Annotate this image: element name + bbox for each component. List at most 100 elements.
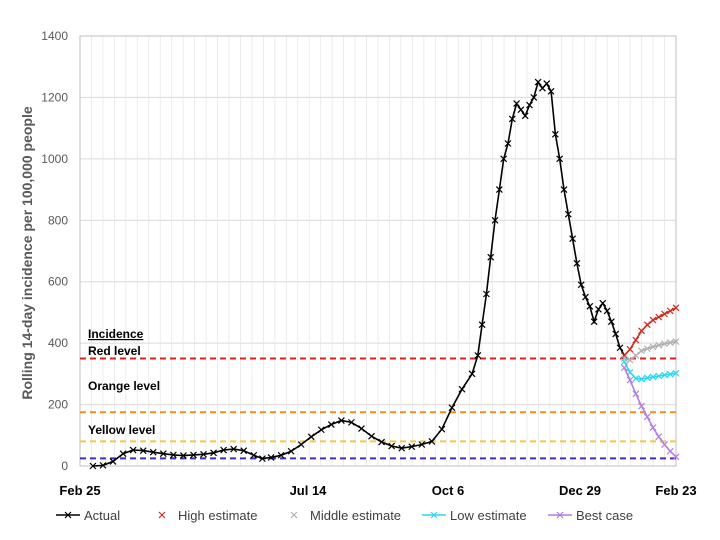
series-point xyxy=(649,316,657,324)
series-point xyxy=(408,443,416,451)
series-point xyxy=(626,376,634,384)
series-point xyxy=(487,253,495,261)
series-point xyxy=(368,432,375,440)
series-point xyxy=(666,339,674,346)
series-point xyxy=(620,352,628,359)
y-tick-label: 1200 xyxy=(41,90,68,104)
series-point xyxy=(526,101,533,109)
series-point xyxy=(159,450,167,458)
series-point xyxy=(655,313,663,321)
annotation-red-level: Red level xyxy=(88,344,141,358)
series-point xyxy=(474,352,482,359)
series-point xyxy=(672,453,680,461)
series-point xyxy=(620,355,628,362)
series-point xyxy=(468,370,476,378)
series-point xyxy=(620,364,628,372)
series-point xyxy=(672,369,680,377)
series-point xyxy=(672,304,680,312)
x-tick-label: Feb 25 xyxy=(59,483,100,498)
series-line xyxy=(92,80,625,467)
x-tick-label: Feb 23 xyxy=(655,483,696,498)
y-tick-label: 200 xyxy=(48,398,68,412)
legend-item: Middle estimate xyxy=(290,508,401,523)
series-point xyxy=(508,115,516,123)
series-point xyxy=(595,305,602,313)
series-point xyxy=(428,438,436,445)
y-tick-label: 800 xyxy=(48,213,68,227)
series-point xyxy=(348,418,355,426)
legend: Actual High estimate Middle estimate Low es… xyxy=(56,508,633,523)
series-point xyxy=(327,421,335,428)
series-point xyxy=(240,447,248,455)
series-point xyxy=(109,457,117,465)
series-point xyxy=(666,307,674,315)
series-point xyxy=(478,321,486,329)
plot-border xyxy=(79,35,677,467)
series-point xyxy=(556,155,564,163)
series-point xyxy=(586,302,594,310)
series-point xyxy=(230,445,238,453)
series-point xyxy=(458,385,466,393)
series-point xyxy=(632,390,640,398)
series-point xyxy=(358,425,365,432)
series-point xyxy=(620,358,628,365)
series-point xyxy=(378,438,386,446)
legend-item: Low estimate xyxy=(422,508,527,523)
series-point xyxy=(632,352,640,359)
series-point xyxy=(626,345,634,353)
series-point xyxy=(504,140,512,147)
series-point xyxy=(89,462,97,470)
series-point xyxy=(655,433,663,441)
annotation-yellow-level: Yellow level xyxy=(88,423,155,437)
series-point xyxy=(534,78,542,86)
series-point xyxy=(577,281,585,289)
series-point xyxy=(287,447,295,455)
series-point xyxy=(573,259,581,267)
series-point xyxy=(638,375,645,383)
series-point xyxy=(149,448,157,456)
series-point xyxy=(307,433,315,441)
series-point xyxy=(129,446,137,454)
series-point xyxy=(649,373,657,381)
y-tick-label: 600 xyxy=(48,275,68,289)
series-point xyxy=(418,441,426,448)
legend-item: High estimate xyxy=(158,508,257,523)
legend-label: High estimate xyxy=(178,508,257,523)
series-point xyxy=(632,375,640,382)
series-point xyxy=(666,447,674,455)
x-tick-label: Dec 29 xyxy=(559,483,601,498)
series-group xyxy=(89,78,680,470)
legend-label: Best case xyxy=(576,508,633,523)
series-point xyxy=(297,441,305,448)
y-tick-label: 400 xyxy=(48,336,68,350)
y-tick-label: 1400 xyxy=(41,29,68,43)
grid-lines xyxy=(79,35,677,467)
series-point xyxy=(267,453,275,461)
y-axis-label: Rolling 14-day incidence per 100,000 peo… xyxy=(19,106,35,400)
legend-label: Low estimate xyxy=(450,508,527,523)
series-point xyxy=(337,417,345,424)
series-point xyxy=(661,441,668,448)
series-point xyxy=(139,447,147,455)
series-point xyxy=(317,426,325,434)
series-point xyxy=(649,343,657,351)
series-point xyxy=(495,186,503,193)
series-point xyxy=(626,356,634,364)
annotation-incidence: Incidence xyxy=(88,327,144,341)
series-point xyxy=(220,446,228,454)
x-tick-label: Jul 14 xyxy=(290,483,328,498)
series-point xyxy=(200,450,207,458)
series-point xyxy=(483,290,490,298)
series-point xyxy=(388,442,396,450)
series-point xyxy=(513,100,521,107)
series-point xyxy=(599,299,607,307)
series-point xyxy=(530,94,538,101)
series-point xyxy=(655,372,663,380)
series-point xyxy=(250,451,258,459)
series-point xyxy=(560,186,568,193)
series-point xyxy=(277,451,285,459)
series-point xyxy=(491,216,499,224)
series-point xyxy=(569,235,577,243)
legend-label: Middle estimate xyxy=(310,508,401,523)
